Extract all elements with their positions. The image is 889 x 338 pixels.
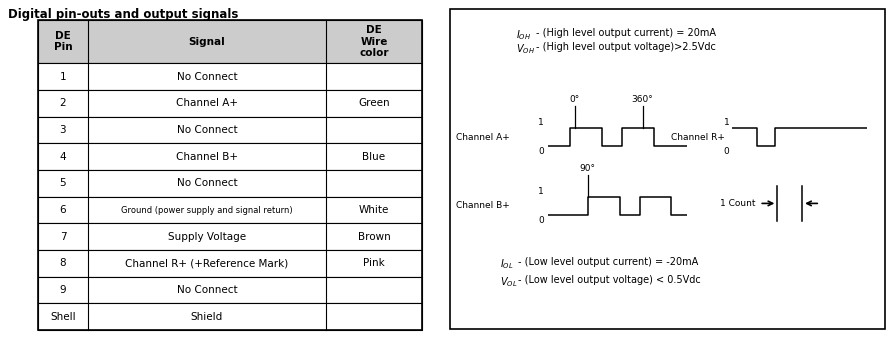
Text: DE
Pin: DE Pin — [53, 31, 72, 52]
Bar — [38, 197, 422, 223]
Text: DE
Wire
color: DE Wire color — [359, 25, 388, 58]
Text: $V_{OL}$: $V_{OL}$ — [500, 275, 517, 289]
Bar — [38, 20, 422, 64]
Bar — [38, 143, 422, 170]
Text: 1 Count: 1 Count — [720, 199, 756, 208]
Text: 360°: 360° — [632, 95, 653, 104]
Text: 1: 1 — [538, 118, 544, 127]
Text: No Connect: No Connect — [177, 125, 237, 135]
Text: 0: 0 — [724, 147, 729, 156]
Text: Channel A+: Channel A+ — [456, 132, 509, 142]
Bar — [38, 277, 422, 303]
Text: Supply Voltage: Supply Voltage — [168, 232, 246, 242]
Text: Channel R+ (+Reference Mark): Channel R+ (+Reference Mark) — [125, 258, 289, 268]
Text: $I_{OH}$: $I_{OH}$ — [516, 28, 531, 42]
Text: No Connect: No Connect — [177, 178, 237, 188]
Text: Pink: Pink — [363, 258, 385, 268]
Text: 2: 2 — [60, 98, 67, 108]
Text: 1: 1 — [60, 72, 67, 82]
Text: - (High level output voltage)>2.5Vdc: - (High level output voltage)>2.5Vdc — [536, 42, 716, 52]
Bar — [38, 117, 422, 143]
Text: 9: 9 — [60, 285, 67, 295]
Bar — [38, 303, 422, 330]
Text: - (Low level output current) = -20mA: - (Low level output current) = -20mA — [517, 258, 698, 267]
Text: No Connect: No Connect — [177, 285, 237, 295]
Text: 4: 4 — [60, 152, 67, 162]
Text: Green: Green — [358, 98, 389, 108]
Text: - (Low level output voltage) < 0.5Vdc: - (Low level output voltage) < 0.5Vdc — [517, 275, 701, 285]
Text: Shield: Shield — [191, 312, 223, 322]
Bar — [38, 64, 422, 90]
Text: 1: 1 — [724, 118, 729, 127]
Text: - (High level output current) = 20mA: - (High level output current) = 20mA — [536, 28, 716, 39]
Text: Brown: Brown — [357, 232, 390, 242]
Text: $V_{OH}$: $V_{OH}$ — [516, 42, 535, 56]
Text: 1: 1 — [538, 187, 544, 196]
Bar — [38, 250, 422, 277]
Text: Channel A+: Channel A+ — [176, 98, 238, 108]
Bar — [38, 170, 422, 197]
Bar — [38, 20, 422, 330]
Text: 8: 8 — [60, 258, 67, 268]
Text: 0: 0 — [538, 147, 544, 156]
Bar — [38, 223, 422, 250]
Text: 6: 6 — [60, 205, 67, 215]
Text: Signal: Signal — [188, 37, 225, 47]
Text: 90°: 90° — [580, 164, 596, 173]
Text: Ground (power supply and signal return): Ground (power supply and signal return) — [121, 206, 292, 215]
Text: $I_{OL}$: $I_{OL}$ — [500, 258, 514, 271]
Text: No Connect: No Connect — [177, 72, 237, 82]
Text: White: White — [359, 205, 389, 215]
Text: Channel B+: Channel B+ — [176, 152, 238, 162]
Text: 0°: 0° — [570, 95, 580, 104]
Bar — [38, 90, 422, 117]
Text: 0: 0 — [538, 216, 544, 225]
Text: Channel B+: Channel B+ — [456, 201, 509, 210]
Text: Channel R+: Channel R+ — [671, 132, 725, 142]
Text: 3: 3 — [60, 125, 67, 135]
Text: Digital pin-outs and output signals: Digital pin-outs and output signals — [8, 8, 238, 21]
Text: 7: 7 — [60, 232, 67, 242]
Text: Shell: Shell — [50, 312, 76, 322]
Text: 5: 5 — [60, 178, 67, 188]
Text: Blue: Blue — [363, 152, 386, 162]
